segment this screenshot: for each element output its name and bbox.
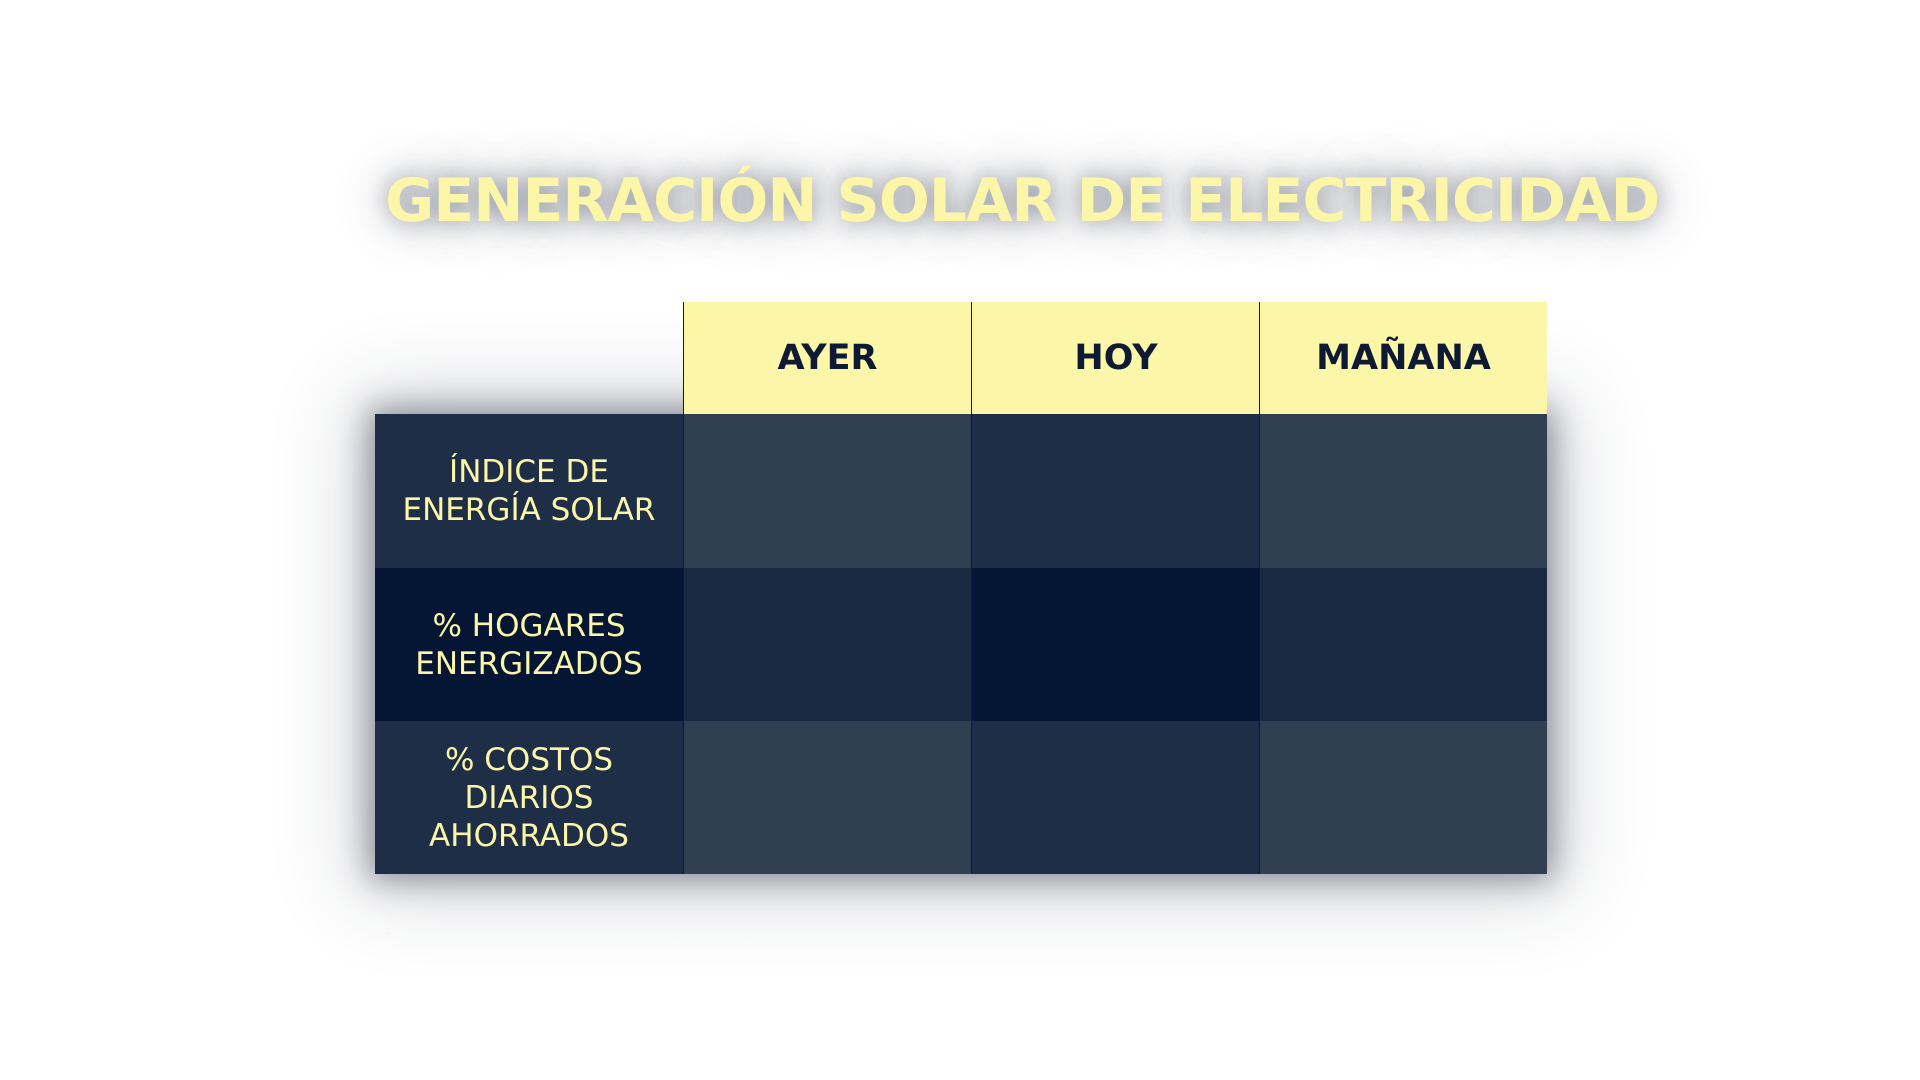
column-header-label: HOY — [1074, 338, 1158, 378]
column-divider — [971, 302, 972, 874]
footnote: Estimado basado en el consumo de energía… — [385, 922, 765, 938]
column-header-label: MAÑANA — [1316, 338, 1491, 378]
row-label-costos: % COSTOS DIARIOS AHORRADOS — [375, 721, 683, 874]
row-label-text: ÍNDICE DE ENERGÍA SOLAR — [402, 454, 656, 528]
table-cell — [972, 721, 1260, 874]
column-header-manana: MAÑANA — [1260, 302, 1547, 414]
column-divider — [1259, 302, 1260, 874]
table-cell — [683, 568, 972, 721]
column-header-ayer: AYER — [683, 302, 972, 414]
table-cell — [972, 414, 1260, 568]
column-divider — [683, 302, 684, 874]
row-label-text: % HOGARES ENERGIZADOS — [415, 607, 643, 682]
page-title: GENERACIÓN SOLAR DE ELECTRICIDAD — [385, 166, 1660, 236]
row-label-indice: ÍNDICE DE ENERGÍA SOLAR — [375, 414, 683, 568]
table-cell — [1260, 721, 1547, 874]
column-header-label: AYER — [777, 338, 878, 378]
table-cell — [683, 414, 972, 568]
table-cell — [972, 568, 1260, 721]
table-cell — [683, 721, 972, 874]
row-label-text: % COSTOS DIARIOS AHORRADOS — [429, 741, 629, 854]
table-cell — [1260, 568, 1547, 721]
row-label-hogares: % HOGARES ENERGIZADOS — [375, 568, 683, 721]
table-cell — [1260, 414, 1547, 568]
column-header-hoy: HOY — [972, 302, 1260, 414]
